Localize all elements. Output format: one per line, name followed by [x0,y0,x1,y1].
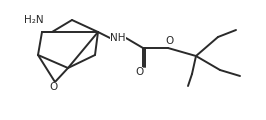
Text: O: O [165,36,173,46]
Text: H₂N: H₂N [24,15,44,25]
Text: O: O [50,82,58,92]
Text: NH: NH [110,33,126,43]
Text: O: O [135,67,143,77]
